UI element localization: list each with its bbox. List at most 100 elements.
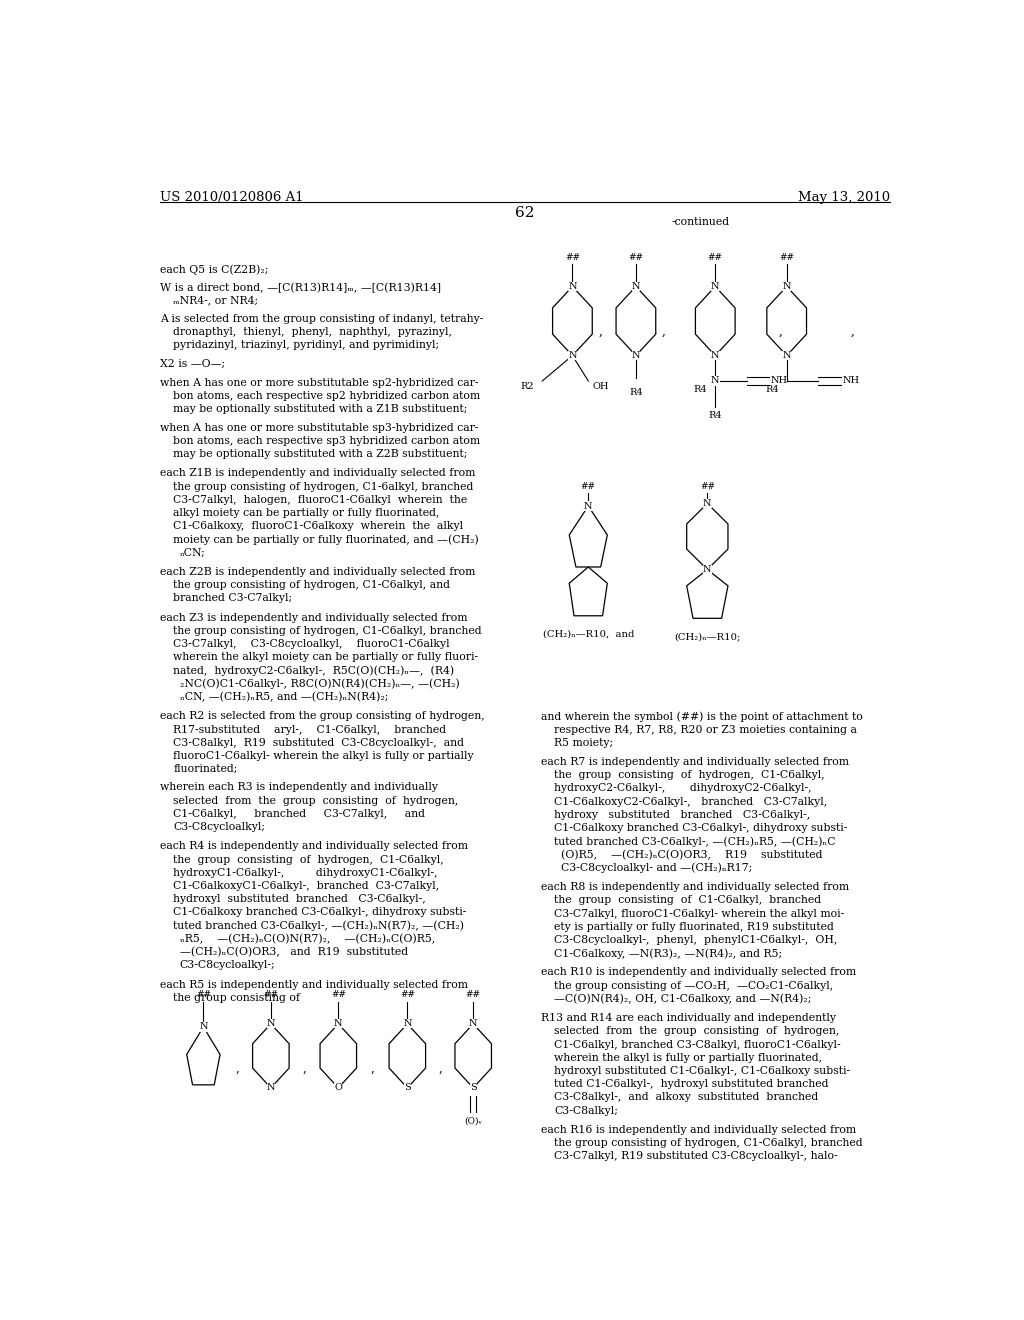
- Text: A is selected from the group consisting of indanyl, tetrahy-: A is selected from the group consisting …: [160, 314, 483, 323]
- Text: US 2010/0120806 A1: US 2010/0120806 A1: [160, 191, 303, 203]
- Text: ##: ##: [466, 990, 480, 999]
- Text: R17-substituted    aryl-,    C1-C6alkyl,    branched: R17-substituted aryl-, C1-C6alkyl, branc…: [173, 725, 446, 734]
- Text: selected  from  the  group  consisting  of  hydrogen,: selected from the group consisting of hy…: [554, 1027, 840, 1036]
- Text: the group consisting of —CO₂H,  —CO₂C1-C6alkyl,: the group consisting of —CO₂H, —CO₂C1-C6…: [554, 981, 834, 991]
- Text: N: N: [266, 1019, 275, 1028]
- Text: N: N: [632, 282, 640, 290]
- Text: May 13, 2010: May 13, 2010: [798, 191, 890, 203]
- Text: tuted branched C3-C6alkyl-, —(CH₂)ₙR5, —(CH₂)ₙC: tuted branched C3-C6alkyl-, —(CH₂)ₙR5, —…: [554, 837, 836, 847]
- Text: C1-C6alkoxyC1-C6alkyl-,  branched  C3-C7alkyl,: C1-C6alkoxyC1-C6alkyl-, branched C3-C7al…: [173, 880, 439, 891]
- Text: each Z3 is independently and individually selected from: each Z3 is independently and individuall…: [160, 612, 467, 623]
- Text: may be optionally substituted with a Z2B substituent;: may be optionally substituted with a Z2B…: [173, 449, 468, 459]
- Text: dronapthyl,  thienyl,  phenyl,  naphthyl,  pyrazinyl,: dronapthyl, thienyl, phenyl, naphthyl, p…: [173, 327, 453, 337]
- Text: tuted C1-C6alkyl-,  hydroxyl substituted branched: tuted C1-C6alkyl-, hydroxyl substituted …: [554, 1080, 828, 1089]
- Text: the group consisting of hydrogen, C1-C6alkyl, branched: the group consisting of hydrogen, C1-C6a…: [554, 1138, 863, 1148]
- Text: each R4 is independently and individually selected from: each R4 is independently and individuall…: [160, 841, 468, 851]
- Text: (O)ᵥ: (O)ᵥ: [464, 1117, 482, 1126]
- Text: (CH₂)ₙ—R10,  and: (CH₂)ₙ—R10, and: [543, 630, 634, 639]
- Text: ##: ##: [565, 253, 580, 263]
- Text: C1-C6alkoxy,  fluoroC1-C6alkoxy  wherein  the  alkyl: C1-C6alkoxy, fluoroC1-C6alkoxy wherein t…: [173, 521, 464, 531]
- Text: R2: R2: [520, 381, 535, 391]
- Text: each Z1B is independently and individually selected from: each Z1B is independently and individual…: [160, 469, 475, 478]
- Text: ,: ,: [779, 325, 782, 338]
- Text: each Z2B is independently and individually selected from: each Z2B is independently and individual…: [160, 568, 475, 577]
- Text: ₂NC(O)C1-C6alkyl-, R8C(O)N(R4)(CH₂)ₙ—, —(CH₂): ₂NC(O)C1-C6alkyl-, R8C(O)N(R4)(CH₂)ₙ—, —…: [179, 678, 460, 689]
- Text: N: N: [782, 351, 791, 360]
- Text: N: N: [711, 282, 720, 290]
- Text: N: N: [703, 499, 712, 508]
- Text: NH: NH: [842, 376, 859, 385]
- Text: N: N: [469, 1019, 477, 1028]
- Text: ##: ##: [779, 253, 795, 263]
- Text: ##: ##: [699, 482, 715, 491]
- Text: C3-C8cycloalkyl-,  phenyl,  phenylC1-C6alkyl-,  OH,: C3-C8cycloalkyl-, phenyl, phenylC1-C6alk…: [554, 935, 838, 945]
- Text: and wherein the symbol (##) is the point of attachment to: and wherein the symbol (##) is the point…: [541, 711, 862, 722]
- Text: bon atoms, each respective sp2 hybridized carbon atom: bon atoms, each respective sp2 hybridize…: [173, 391, 480, 401]
- Text: N: N: [711, 376, 720, 385]
- Text: hydroxy   substituted   branched   C3-C6alkyl-,: hydroxy substituted branched C3-C6alkyl-…: [554, 810, 810, 820]
- Text: S: S: [470, 1084, 476, 1093]
- Text: fluoroC1-C6alkyl- wherein the alkyl is fully or partially: fluoroC1-C6alkyl- wherein the alkyl is f…: [173, 751, 474, 760]
- Text: ##: ##: [196, 990, 211, 999]
- Text: bon atoms, each respective sp3 hybridized carbon atom: bon atoms, each respective sp3 hybridize…: [173, 436, 480, 446]
- Text: C3-C7alkyl, R19 substituted C3-C8cycloalkyl-, halo-: C3-C7alkyl, R19 substituted C3-C8cycloal…: [554, 1151, 838, 1162]
- Text: ₘNR4-, or NR4;: ₘNR4-, or NR4;: [173, 296, 258, 306]
- Text: the  group  consisting  of  C1-C6alkyl,  branched: the group consisting of C1-C6alkyl, bran…: [554, 895, 821, 906]
- Text: each R16 is independently and individually selected from: each R16 is independently and individual…: [541, 1125, 856, 1135]
- Text: ₙCN;: ₙCN;: [179, 548, 206, 557]
- Text: wherein the alkyl moiety can be partially or fully fluori-: wherein the alkyl moiety can be partiall…: [173, 652, 478, 663]
- Text: 62: 62: [515, 206, 535, 220]
- Text: ₙCN, —(CH₂)ₙR5, and —(CH₂)ₙN(R4)₂;: ₙCN, —(CH₂)ₙR5, and —(CH₂)ₙN(R4)₂;: [179, 692, 388, 702]
- Text: —C(O)N(R4)₂, OH, C1-C6alkoxy, and —N(R4)₂;: —C(O)N(R4)₂, OH, C1-C6alkoxy, and —N(R4)…: [554, 994, 812, 1005]
- Text: N: N: [403, 1019, 412, 1028]
- Text: the  group  consisting  of  hydrogen,  C1-C6alkyl,: the group consisting of hydrogen, C1-C6a…: [173, 854, 444, 865]
- Text: C1-C6alkoxy branched C3-C6alkyl-, dihydroxy substi-: C1-C6alkoxy branched C3-C6alkyl-, dihydr…: [554, 824, 848, 833]
- Text: the group consisting of hydrogen, C1-C6alkyl, and: the group consisting of hydrogen, C1-C6a…: [173, 581, 451, 590]
- Text: N: N: [199, 1023, 208, 1031]
- Text: moiety can be partially or fully fluorinated, and —(CH₂): moiety can be partially or fully fluorin…: [173, 535, 479, 545]
- Text: C3-C8alkyl-,  and  alkoxy  substituted  branched: C3-C8alkyl-, and alkoxy substituted bran…: [554, 1093, 818, 1102]
- Text: each R8 is independently and individually selected from: each R8 is independently and individuall…: [541, 882, 849, 892]
- Text: OH: OH: [592, 381, 608, 391]
- Text: (O)R5,    —(CH₂)ₙC(O)OR3,    R19    substituted: (O)R5, —(CH₂)ₙC(O)OR3, R19 substituted: [560, 850, 822, 859]
- Text: C3-C8cycloalkyl- and —(CH₂)ₙR17;: C3-C8cycloalkyl- and —(CH₂)ₙR17;: [560, 863, 752, 874]
- Text: N: N: [584, 502, 593, 511]
- Text: C1-C6alkoxy branched C3-C6alkyl-, dihydroxy substi-: C1-C6alkoxy branched C3-C6alkyl-, dihydr…: [173, 907, 467, 917]
- Text: X2 is —O—;: X2 is —O—;: [160, 359, 225, 368]
- Text: ₙR5,    —(CH₂)ₙC(O)N(R7)₂,    —(CH₂)ₙC(O)R5,: ₙR5, —(CH₂)ₙC(O)N(R7)₂, —(CH₂)ₙC(O)R5,: [179, 935, 435, 944]
- Text: N: N: [703, 565, 712, 574]
- Text: ##: ##: [708, 253, 723, 263]
- Text: ,: ,: [850, 325, 854, 338]
- Text: wherein the alkyl is fully or partially fluorinated,: wherein the alkyl is fully or partially …: [554, 1053, 822, 1063]
- Text: ##: ##: [629, 253, 643, 263]
- Text: hydroxyl  substituted  branched   C3-C6alkyl-,: hydroxyl substituted branched C3-C6alkyl…: [173, 894, 426, 904]
- Text: may be optionally substituted with a Z1B substituent;: may be optionally substituted with a Z1B…: [173, 404, 468, 414]
- Text: tuted branched C3-C6alkyl-, —(CH₂)ₙN(R7)₂, —(CH₂): tuted branched C3-C6alkyl-, —(CH₂)ₙN(R7)…: [173, 921, 464, 932]
- Text: R4: R4: [709, 412, 722, 421]
- Text: -continued: -continued: [672, 218, 730, 227]
- Text: the group consisting of hydrogen, C1-C6alkyl, branched: the group consisting of hydrogen, C1-C6a…: [173, 626, 482, 636]
- Text: C1-C6alkyl,     branched     C3-C7alkyl,     and: C1-C6alkyl, branched C3-C7alkyl, and: [173, 809, 425, 818]
- Text: the  group  consisting  of  hydrogen,  C1-C6alkyl,: the group consisting of hydrogen, C1-C6a…: [554, 771, 825, 780]
- Text: each R2 is selected from the group consisting of hydrogen,: each R2 is selected from the group consi…: [160, 711, 484, 721]
- Text: ##: ##: [399, 990, 415, 999]
- Text: the group consisting of hydrogen, C1-6alkyl, branched: the group consisting of hydrogen, C1-6al…: [173, 482, 474, 491]
- Text: ,: ,: [663, 325, 666, 338]
- Text: each R10 is independently and individually selected from: each R10 is independently and individual…: [541, 968, 856, 977]
- Text: N: N: [632, 351, 640, 360]
- Text: C3-C8alkyl,  R19  substituted  C3-C8cycloalkyl-,  and: C3-C8alkyl, R19 substituted C3-C8cycloal…: [173, 738, 464, 747]
- Text: S: S: [404, 1084, 411, 1093]
- Text: C1-C6alkoxy, —N(R3)₂, —N(R4)₂, and R5;: C1-C6alkoxy, —N(R3)₂, —N(R4)₂, and R5;: [554, 948, 782, 958]
- Text: N: N: [568, 282, 577, 290]
- Text: each Q5 is C(Z2B)₂;: each Q5 is C(Z2B)₂;: [160, 264, 268, 275]
- Text: when A has one or more substitutable sp2-hybridized car-: when A has one or more substitutable sp2…: [160, 378, 478, 388]
- Text: ety is partially or fully fluorinated, R19 substituted: ety is partially or fully fluorinated, R…: [554, 921, 834, 932]
- Text: ##: ##: [263, 990, 279, 999]
- Text: N: N: [334, 1019, 343, 1028]
- Text: C3-C7alkyl, fluoroC1-C6alkyl- wherein the alkyl moi-: C3-C7alkyl, fluoroC1-C6alkyl- wherein th…: [554, 908, 845, 919]
- Text: N: N: [266, 1084, 275, 1093]
- Text: C3-C7alkyl,  halogen,  fluoroC1-C6alkyl  wherein  the: C3-C7alkyl, halogen, fluoroC1-C6alkyl wh…: [173, 495, 468, 504]
- Text: hydroxyl substituted C1-C6alkyl-, C1-C6alkoxy substi-: hydroxyl substituted C1-C6alkyl-, C1-C6a…: [554, 1067, 850, 1076]
- Text: ,: ,: [371, 1061, 375, 1074]
- Text: respective R4, R7, R8, R20 or Z3 moieties containing a: respective R4, R7, R8, R20 or Z3 moietie…: [554, 725, 857, 734]
